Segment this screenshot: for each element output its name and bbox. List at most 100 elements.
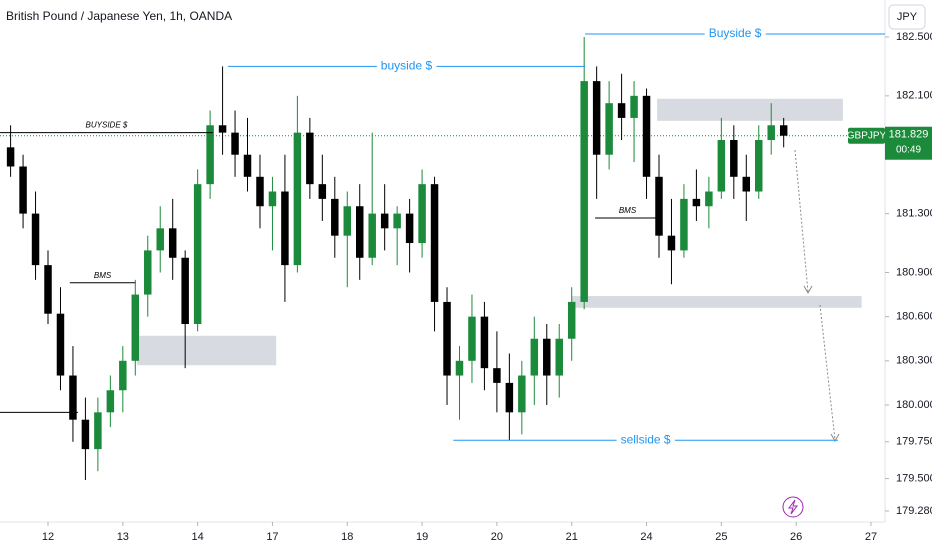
candle-body <box>193 184 202 325</box>
candle-body <box>368 213 376 258</box>
price-tag-label: 181.829 <box>889 129 929 141</box>
y-tick-label: 182.100 <box>896 90 932 102</box>
x-tick-label: 26 <box>790 531 802 543</box>
currency-button[interactable] <box>888 4 926 30</box>
candle-body <box>331 198 339 236</box>
candle-body <box>430 184 439 302</box>
candle-body <box>779 125 788 136</box>
candle-body <box>156 228 164 251</box>
candle-body <box>592 81 601 155</box>
candle-body <box>767 125 775 140</box>
candle-body <box>630 95 638 118</box>
x-tick-label: 19 <box>416 531 428 543</box>
x-tick-label: 14 <box>192 531 204 543</box>
candle-body <box>206 125 214 185</box>
candle-body <box>655 176 663 236</box>
candle-body <box>605 103 613 155</box>
level-label: buyside $ <box>381 59 433 73</box>
candle-body <box>405 213 414 244</box>
candle-body <box>343 206 352 236</box>
x-tick-label: 20 <box>491 531 503 543</box>
level-label: sellside $ <box>621 432 671 446</box>
level-label-bg <box>376 58 437 73</box>
x-tick-label: 18 <box>341 531 353 543</box>
candle-body <box>530 338 539 376</box>
y-tick-label: 180.900 <box>896 266 932 278</box>
candle-body <box>306 132 314 185</box>
candle-body <box>56 313 65 376</box>
candle-body <box>480 316 489 369</box>
candle-body <box>181 257 189 325</box>
arrow-head <box>803 285 813 295</box>
lightning <box>788 499 798 515</box>
zone <box>571 296 862 308</box>
x-tick-label: 21 <box>566 531 578 543</box>
candle-body <box>580 81 588 302</box>
y-tick-label: 179.280 <box>896 505 932 517</box>
level-label: BUYSIDE $ <box>86 121 128 130</box>
candle-body <box>730 139 738 177</box>
candle-body <box>505 382 514 413</box>
candle-body <box>705 191 713 207</box>
y-tick-label: 180.600 <box>896 311 932 323</box>
candle-body <box>543 338 551 376</box>
candle-body <box>455 360 464 376</box>
currency-label[interactable]: JPY <box>897 11 918 23</box>
candle-body <box>393 213 401 229</box>
candle-body <box>243 154 252 177</box>
candle-body <box>380 213 389 229</box>
symbol-tag-label: GBPJPY <box>847 130 887 141</box>
candle-body <box>131 294 140 361</box>
candle-body <box>31 213 40 266</box>
zone <box>137 335 277 366</box>
candle-body <box>717 139 726 192</box>
candle-body <box>418 184 426 244</box>
x-tick-label: 12 <box>42 531 54 543</box>
projection-arrow <box>819 304 836 441</box>
candle-body <box>355 206 364 258</box>
candle-body <box>567 301 576 339</box>
candle-body <box>6 147 15 167</box>
candle-body <box>69 375 77 420</box>
level-label: Buyside $ <box>709 26 762 40</box>
events-icon[interactable] <box>782 496 804 518</box>
plot-area <box>0 36 885 481</box>
candle-body <box>680 198 688 251</box>
candle-body <box>144 250 152 295</box>
candle-body <box>281 191 289 266</box>
chart-title: British Pound / Japanese Yen, 1h, OANDA <box>6 9 232 23</box>
candle-body <box>493 368 501 383</box>
candle-body <box>44 265 52 314</box>
level-label-bg <box>616 432 675 447</box>
candle-body <box>119 360 127 391</box>
candle-body <box>443 301 451 376</box>
x-tick-label: 25 <box>715 531 727 543</box>
x-tick-label: 24 <box>640 531 652 543</box>
candle-body <box>218 125 227 133</box>
candle-body <box>755 139 763 192</box>
zone <box>657 98 843 121</box>
candle-body <box>642 95 651 177</box>
candle-body <box>106 390 115 413</box>
candle-body <box>468 316 476 361</box>
y-tick-label: 180.000 <box>896 399 932 411</box>
candle-body <box>692 198 701 207</box>
candle-body <box>555 338 563 376</box>
price-tag <box>885 126 932 160</box>
candle-body <box>667 235 676 251</box>
x-tick-label: 27 <box>865 531 877 543</box>
candle-body <box>518 375 526 413</box>
x-tick-label: 13 <box>117 531 129 543</box>
candle-body <box>617 103 626 118</box>
candle-body <box>231 132 239 155</box>
y-tick-label: 181.300 <box>896 208 932 220</box>
candle-body <box>293 132 302 266</box>
y-tick-label: 180.300 <box>896 355 932 367</box>
candle-body <box>742 176 751 192</box>
level-label: BMS <box>619 206 637 215</box>
candle-body <box>318 184 327 199</box>
level-label-bg <box>704 26 766 41</box>
candle-body <box>168 228 177 258</box>
